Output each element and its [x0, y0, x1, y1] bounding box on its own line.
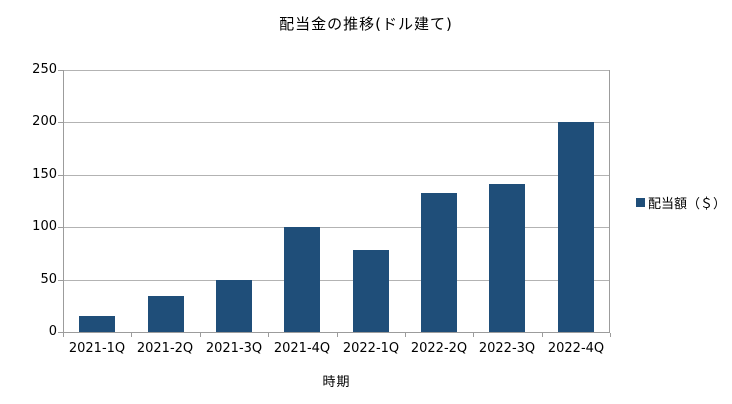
x-tick-mark: [610, 333, 611, 337]
x-tick-label: 2022-2Q: [410, 341, 468, 356]
plot-right-border: [609, 70, 610, 333]
x-tick-mark: [473, 333, 474, 337]
legend: 配当額（＄）: [636, 193, 726, 212]
bar-2021-3Q[interactable]: [216, 280, 252, 332]
y-tick-mark: [58, 174, 63, 176]
x-axis-line: [63, 332, 610, 333]
y-tick-label: 150: [32, 166, 57, 182]
gridline: [63, 70, 610, 71]
gridline: [63, 279, 610, 281]
x-tick-label: 2021-1Q: [68, 341, 126, 356]
bar-2022-2Q[interactable]: [421, 193, 457, 332]
y-tick-mark: [58, 279, 63, 281]
x-tick-label: 2022-3Q: [478, 341, 536, 356]
x-tick-label: 2022-1Q: [342, 341, 400, 356]
y-tick-label: 200: [32, 114, 57, 130]
y-tick-label: 50: [40, 271, 57, 287]
x-tick-label: 2022-4Q: [547, 341, 605, 356]
bar-2021-1Q[interactable]: [79, 316, 115, 332]
y-axis-line: [63, 70, 64, 333]
y-tick-mark: [58, 332, 63, 333]
x-tick-mark: [63, 333, 64, 337]
x-tick-mark: [337, 333, 338, 337]
x-tick-mark: [200, 333, 201, 337]
bar-2022-3Q[interactable]: [489, 184, 525, 332]
x-tick-mark: [131, 333, 132, 337]
y-tick-label: 100: [32, 219, 57, 235]
y-tick-mark: [58, 227, 63, 229]
y-tick-label: 0: [48, 324, 57, 339]
legend-label: 配当額（＄）: [648, 197, 727, 212]
x-axis-title: 時期: [322, 375, 351, 390]
x-tick-label: 2021-4Q: [273, 341, 331, 356]
gridline: [63, 122, 610, 124]
bar-2022-1Q[interactable]: [353, 250, 389, 332]
gridline: [63, 174, 610, 176]
x-tick-label: 2021-2Q: [136, 341, 194, 356]
x-tick-label: 2021-3Q: [205, 341, 263, 356]
gridline: [63, 227, 610, 229]
x-tick-mark: [268, 333, 269, 337]
y-tick-mark: [58, 70, 63, 71]
chart-title: 配当金の推移(ドル建て): [279, 15, 453, 33]
x-tick-mark: [405, 333, 406, 337]
bar-2021-4Q[interactable]: [284, 227, 320, 332]
legend-marker-icon: [636, 198, 645, 207]
y-tick-label: 250: [32, 62, 57, 77]
bar-2022-4Q[interactable]: [558, 122, 594, 332]
bar-2021-2Q[interactable]: [148, 296, 184, 332]
y-tick-mark: [58, 122, 63, 124]
x-tick-mark: [542, 333, 543, 337]
